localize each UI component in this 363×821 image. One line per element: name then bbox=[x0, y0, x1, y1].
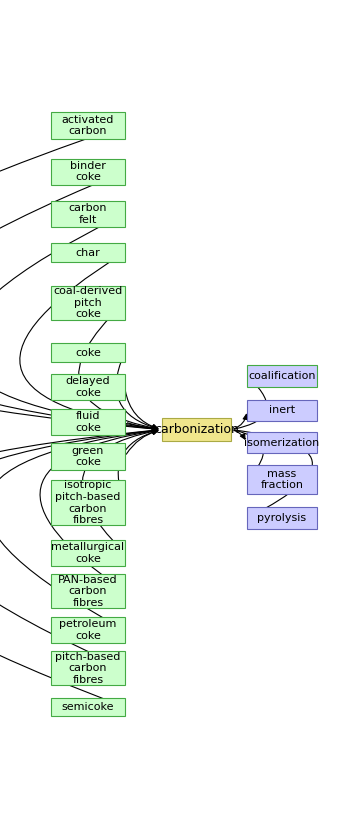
FancyBboxPatch shape bbox=[51, 343, 125, 362]
Text: carbonization: carbonization bbox=[154, 423, 239, 436]
Text: activated
carbon: activated carbon bbox=[62, 115, 114, 136]
Text: isotropic
pitch-based
carbon
fibres: isotropic pitch-based carbon fibres bbox=[55, 480, 121, 525]
Text: pyrolysis: pyrolysis bbox=[257, 513, 306, 523]
FancyBboxPatch shape bbox=[51, 243, 125, 262]
FancyBboxPatch shape bbox=[51, 201, 125, 227]
FancyBboxPatch shape bbox=[247, 465, 317, 494]
FancyBboxPatch shape bbox=[51, 480, 125, 525]
FancyBboxPatch shape bbox=[247, 365, 317, 387]
Text: fluid
coke: fluid coke bbox=[75, 411, 101, 433]
FancyBboxPatch shape bbox=[51, 575, 125, 608]
Text: coal-derived
pitch
coke: coal-derived pitch coke bbox=[53, 286, 123, 319]
FancyBboxPatch shape bbox=[51, 443, 125, 470]
FancyBboxPatch shape bbox=[162, 418, 231, 441]
FancyBboxPatch shape bbox=[247, 400, 317, 421]
FancyBboxPatch shape bbox=[51, 539, 125, 566]
FancyBboxPatch shape bbox=[51, 112, 125, 139]
FancyBboxPatch shape bbox=[247, 432, 317, 453]
FancyBboxPatch shape bbox=[51, 374, 125, 401]
Text: green
coke: green coke bbox=[72, 446, 104, 467]
Text: petroleum
coke: petroleum coke bbox=[59, 619, 117, 640]
Text: inert: inert bbox=[269, 406, 295, 415]
Text: delayed
coke: delayed coke bbox=[66, 377, 110, 398]
FancyBboxPatch shape bbox=[51, 286, 125, 319]
Text: semicoke: semicoke bbox=[62, 702, 114, 712]
FancyBboxPatch shape bbox=[51, 158, 125, 185]
Text: char: char bbox=[76, 247, 101, 258]
Text: coke: coke bbox=[75, 347, 101, 358]
Text: binder
coke: binder coke bbox=[70, 161, 106, 182]
Text: coalification: coalification bbox=[248, 371, 315, 381]
FancyBboxPatch shape bbox=[51, 651, 125, 686]
Text: mass
fraction: mass fraction bbox=[260, 469, 303, 490]
FancyBboxPatch shape bbox=[51, 617, 125, 643]
Text: isomerization: isomerization bbox=[244, 438, 319, 447]
FancyBboxPatch shape bbox=[247, 507, 317, 529]
Text: pitch-based
carbon
fibres: pitch-based carbon fibres bbox=[55, 652, 121, 685]
Text: metallurgical
coke: metallurgical coke bbox=[52, 542, 125, 564]
FancyBboxPatch shape bbox=[51, 698, 125, 716]
Text: PAN-based
carbon
fibres: PAN-based carbon fibres bbox=[58, 575, 118, 608]
Text: carbon
felt: carbon felt bbox=[69, 204, 107, 225]
FancyBboxPatch shape bbox=[51, 409, 125, 435]
